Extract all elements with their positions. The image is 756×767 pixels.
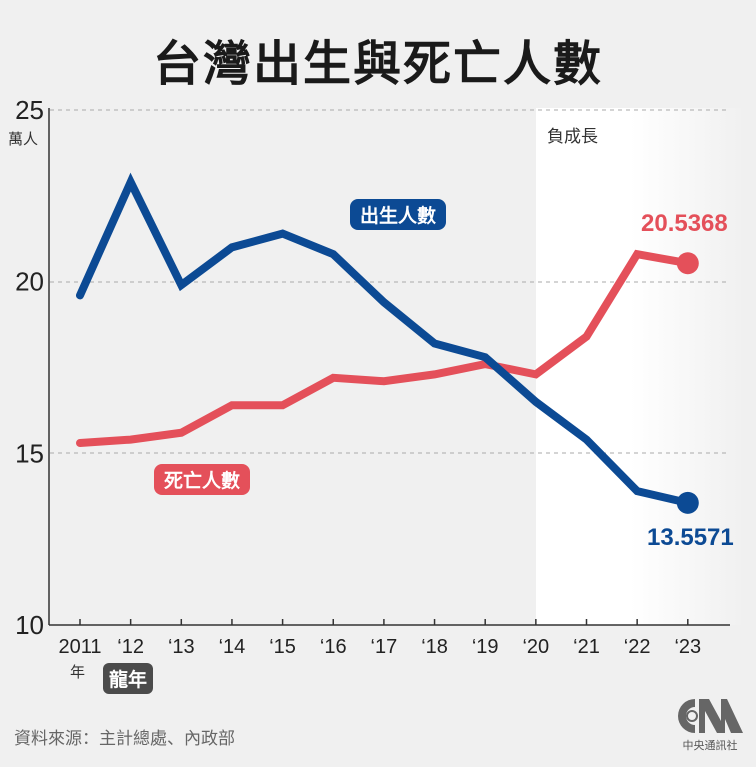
x-tick-label: ‘16 [320, 636, 347, 658]
negative-growth-region [536, 108, 746, 625]
y-tick-label: 25 [15, 95, 44, 125]
x-tick-label: ‘12 [117, 636, 144, 658]
births-end-marker [676, 491, 699, 514]
data-source: 資料來源：主計總處、內政部 [14, 729, 235, 749]
y-tick-label: 10 [15, 610, 44, 640]
x-tick-label: 2011 [58, 636, 101, 658]
x-tick-label: ‘18 [421, 636, 448, 658]
x-tick-label: ‘17 [371, 636, 398, 658]
cna-logo-icon [678, 699, 743, 733]
deaths-end-value: 20.5368 [641, 210, 728, 237]
y-tick-label: 15 [15, 438, 44, 468]
x-tick-label: ‘23 [674, 636, 701, 658]
axes [48, 108, 730, 626]
deaths-end-marker [676, 252, 699, 275]
births-end-value: 13.5571 [647, 524, 734, 551]
y-unit-label: 萬人 [8, 130, 38, 148]
y-tick-label: 20 [15, 267, 44, 297]
x-tick-label: ‘14 [219, 636, 246, 658]
negative-growth-label: 負成長 [547, 127, 598, 147]
deaths-legend-badge: 死亡人數 [154, 464, 251, 495]
x-tick-label: ‘13 [168, 636, 195, 658]
births-legend-badge: 出生人數 [350, 199, 447, 230]
x-tick-label: ‘15 [269, 636, 296, 658]
x-tick-marks [79, 619, 689, 625]
dragon-year-badge: 龍年 [103, 663, 154, 694]
chart-title: 台灣出生與死亡人數 [152, 36, 603, 92]
y-tick-labels: 25 20 15 10 [15, 95, 44, 640]
x-tick-label: ‘21 [573, 636, 600, 658]
cna-logo-subtitle: 中央通訊社 [682, 739, 738, 752]
births-line [76, 172, 692, 507]
x-tick-label: ‘20 [522, 636, 549, 658]
x-tick-label: ‘22 [624, 636, 651, 658]
x-tick-labels: 2011 ‘12 ‘13 ‘14 ‘15 ‘16 ‘17 ‘18 ‘19 ‘20 ‘21 ‘22 ‘23 [58, 636, 701, 658]
cna-logo: 中央通訊社 [670, 697, 750, 753]
deaths-line [76, 249, 692, 448]
gridlines [50, 109, 730, 454]
x-tick-label: ‘19 [472, 636, 499, 658]
year-suffix-label: 年 [70, 663, 86, 681]
